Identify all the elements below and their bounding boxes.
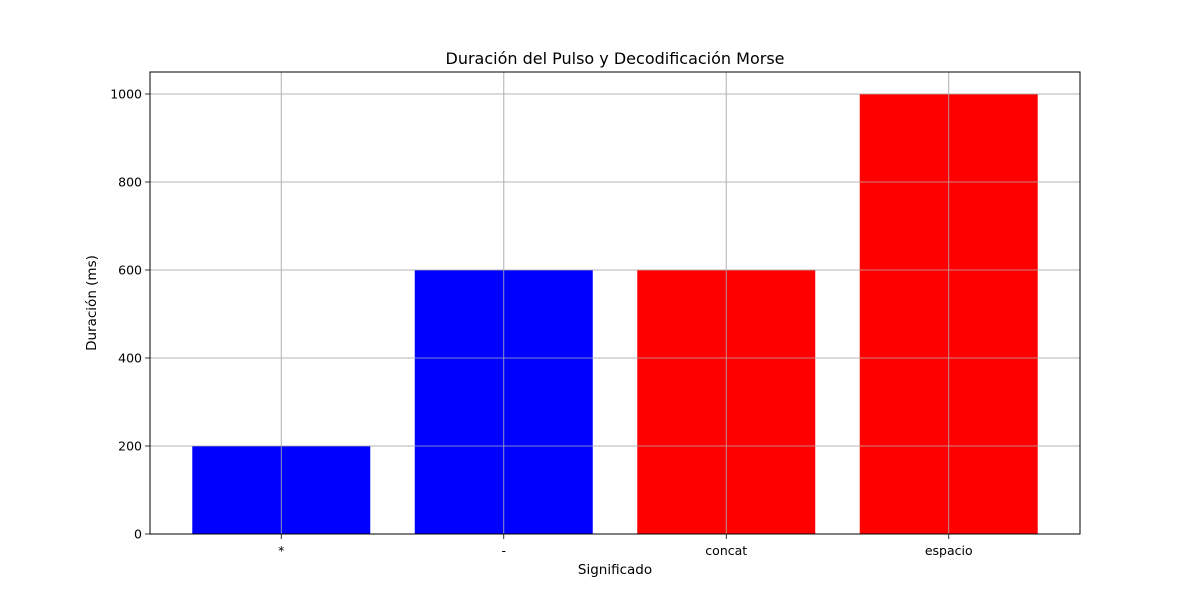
y-tick-label: 200 — [118, 439, 142, 454]
ticks: 0 200 400 600 800 1000 * - concat espacio — [110, 87, 972, 559]
y-tick-label: 0 — [134, 527, 142, 542]
x-tick-label: espacio — [925, 543, 973, 558]
y-tick-label: 1000 — [110, 87, 142, 102]
y-tick-label: 800 — [118, 175, 142, 190]
x-tick-label: * — [278, 543, 284, 558]
y-tick-label: 600 — [118, 263, 142, 278]
grid-overlay — [150, 72, 1080, 535]
chart-title: Duración del Pulso y Decodificación Mors… — [446, 49, 785, 68]
axes-frame — [149, 71, 1081, 535]
x-axis-label: Significado — [578, 562, 652, 578]
y-tick-label: 400 — [118, 351, 142, 366]
y-axis-label: Duración (ms) — [84, 255, 100, 351]
x-tick-label: - — [501, 543, 506, 558]
x-tick-label: concat — [705, 543, 747, 558]
